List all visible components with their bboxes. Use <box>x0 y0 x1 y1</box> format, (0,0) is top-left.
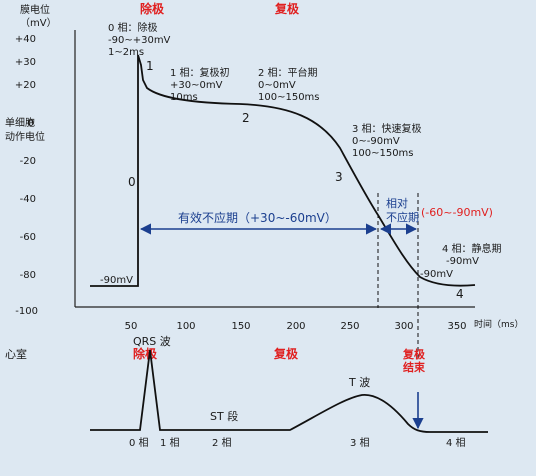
ecg-phase-2-label: 2 相 <box>212 436 232 449</box>
x-tick-labels: 50 100 150 200 250 300 350 <box>125 321 467 332</box>
y-axis-title-line1: 膜电位 <box>20 3 50 16</box>
ecg-header-repolarization: 复极 <box>273 346 299 361</box>
curve-phase-number-0: 0 <box>128 175 136 189</box>
x-tick-label: 350 <box>447 321 466 332</box>
y-tick-label: -60 <box>20 232 36 243</box>
ecg-phase-0-label: 0 相 <box>129 436 149 449</box>
resting-potential-label-left: -90mV <box>100 275 133 286</box>
ecg-phase-3-label: 3 相 <box>350 436 370 449</box>
y-tick-label: -40 <box>20 194 36 205</box>
side-label-line2: 动作电位 <box>5 130 45 143</box>
y-axis-title-line2: （mV） <box>20 17 57 29</box>
y-tick-label: -20 <box>20 156 36 167</box>
ecg-phase-1-label: 1 相 <box>160 436 180 449</box>
phase1-time: 10ms <box>170 92 198 103</box>
ecg-trace <box>90 349 488 433</box>
curve-phase-number-3: 3 <box>335 170 343 184</box>
x-axis-title: 时间（ms） <box>474 318 523 330</box>
qrs-wave-label: QRS 波 <box>133 335 171 348</box>
curve-phase-number-4: 4 <box>456 287 464 301</box>
phase3-title: 3 相：快速复极 <box>352 122 422 135</box>
y-tick-label: +20 <box>15 80 36 91</box>
phase4-range: -90mV <box>446 256 479 267</box>
y-tick-label: +30 <box>15 57 36 68</box>
resting-potential-label-right: -90mV <box>420 269 453 280</box>
phase1-title: 1 相：复极初 <box>170 66 230 79</box>
x-tick-label: 150 <box>231 321 250 332</box>
curve-phase-number-1: 1 <box>146 59 154 73</box>
x-tick-label: 200 <box>286 321 305 332</box>
repolarization-end-label-line2: 结束 <box>402 360 426 374</box>
phase3-time: 100~150ms <box>352 148 414 159</box>
ecg-header-depolarization: 除极 <box>133 346 158 361</box>
phase2-range: 0~0mV <box>258 80 296 91</box>
action-potential-curve <box>90 54 476 287</box>
x-tick-label: 250 <box>340 321 359 332</box>
phase3-range: 0~-90mV <box>352 136 400 147</box>
header-depolarization: 除极 <box>140 1 165 16</box>
repolarization-end-label-line1: 复极 <box>402 347 426 361</box>
t-wave-label: T 波 <box>348 376 370 389</box>
effective-refractory-label: 有效不应期（+30~-60mV） <box>178 210 337 225</box>
y-tick-label: -80 <box>20 270 36 281</box>
y-tick-label: +40 <box>15 34 36 45</box>
x-tick-label: 300 <box>394 321 413 332</box>
y-tick-label: -100 <box>15 306 38 317</box>
x-tick-label: 50 <box>125 321 138 332</box>
phase0-range: -90~+30mV <box>108 35 171 46</box>
curve-phase-number-2: 2 <box>242 111 250 125</box>
st-segment-label: ST 段 <box>210 409 238 423</box>
side-label-line1: 单细胞 <box>5 116 35 129</box>
phase1-range: +30~0mV <box>170 80 223 91</box>
ecg-phase-labels: 0 相 1 相 2 相 3 相 4 相 <box>129 436 466 449</box>
phase2-title: 2 相：平台期 <box>258 66 318 79</box>
relative-refractory-label-line1: 相对 <box>386 196 408 210</box>
y-tick-labels: +40 +30 +20 0 -20 -40 -60 -80 -100 <box>15 34 38 317</box>
relative-refractory-label-line2: 不应期 <box>386 210 419 224</box>
x-tick-label: 100 <box>176 321 195 332</box>
header-repolarization: 复极 <box>274 1 300 16</box>
relative-refractory-range: (-60~-90mV) <box>421 206 493 219</box>
phase4-title: 4 相：静息期 <box>442 242 502 255</box>
phase2-time: 100~150ms <box>258 92 320 103</box>
ecg-phase-4-label: 4 相 <box>446 436 466 449</box>
ventricle-label: 心室 <box>5 347 27 361</box>
phase0-title: 0 相：除极 <box>108 21 158 34</box>
y-tick-label: 0 <box>28 118 34 129</box>
phase0-time: 1~2ms <box>108 47 144 58</box>
